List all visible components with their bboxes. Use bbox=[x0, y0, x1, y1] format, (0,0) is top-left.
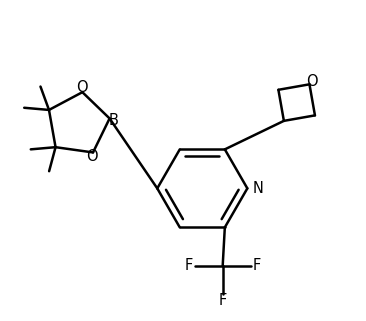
Text: F: F bbox=[219, 293, 227, 308]
Text: F: F bbox=[185, 258, 193, 273]
Text: N: N bbox=[253, 181, 264, 196]
Text: B: B bbox=[109, 113, 119, 128]
Text: O: O bbox=[86, 149, 98, 164]
Text: O: O bbox=[76, 80, 88, 95]
Text: F: F bbox=[253, 258, 261, 273]
Text: O: O bbox=[306, 74, 317, 89]
